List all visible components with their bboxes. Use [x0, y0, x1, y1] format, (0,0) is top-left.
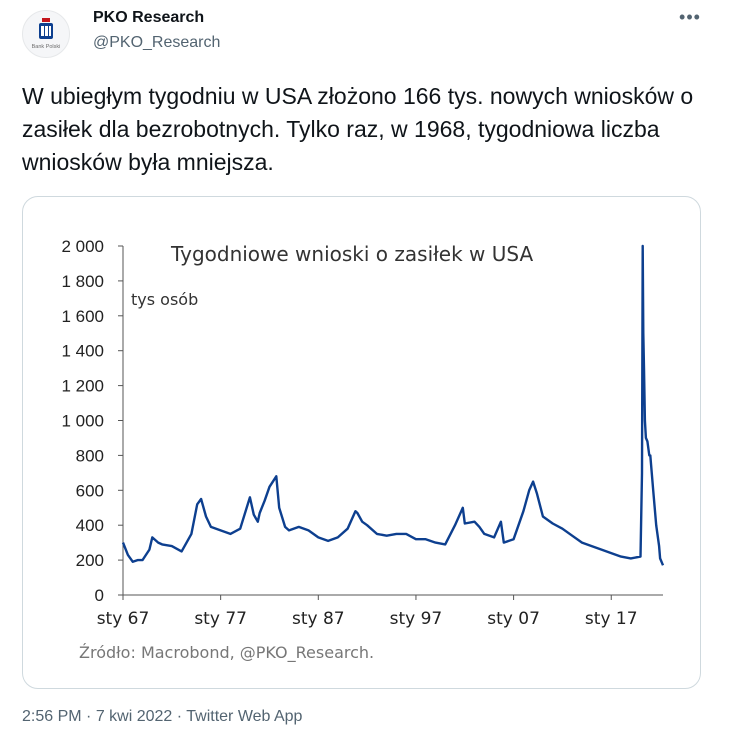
avatar-text: Bank Polski: [32, 44, 61, 50]
y-tick-label: 1 200: [61, 377, 104, 396]
tweet-text: W ubiegłym tygodniu w USA złożono 166 ty…: [22, 83, 694, 175]
y-tick-label: 2 000: [61, 237, 104, 256]
pko-bank-polski-logo: Bank Polski: [32, 18, 61, 50]
y-tick-label: 400: [76, 516, 104, 535]
x-tick-label: sty 67: [97, 609, 150, 629]
chart-unit-label: tys osób: [131, 290, 198, 309]
series-line: [121, 244, 665, 566]
y-tick-label: 1 800: [61, 272, 104, 291]
tweet-footer: 2:56 PM · 7 kwi 2022 · Twitter Web App: [22, 708, 303, 725]
tweet-date[interactable]: 7 kwi 2022: [95, 708, 173, 725]
tweet-time[interactable]: 2:56 PM: [22, 708, 82, 725]
line-chart: 0 200 400 600 800 1 000 1 200 1 400 1 600 1 800 2 …: [61, 237, 665, 663]
x-axis-ticks: sty 67 sty 77 sty 87 sty 97 sty 07 sty 17: [97, 595, 638, 629]
tweet-media-image[interactable]: 0 200 400 600 800 1 000 1 200 1 400 1 600 1 800 2 …: [22, 196, 701, 689]
avatar[interactable]: Bank Polski: [22, 10, 70, 58]
y-tick-label: 1 000: [61, 412, 104, 431]
x-tick-label: sty 07: [487, 609, 540, 629]
author-name[interactable]: PKO Research: [93, 9, 205, 26]
x-tick-label: sty 97: [390, 609, 443, 629]
chart-source: Źródło: Macrobond, @PKO_Research.: [79, 643, 374, 663]
y-axis-ticks: 0 200 400 600 800 1 000 1 200 1 400 1 600 1 800 2 …: [61, 237, 123, 605]
chart-title: Tygodniowe wnioski o zasiłek w USA: [170, 242, 533, 266]
y-tick-label: 200: [76, 551, 104, 570]
x-tick-label: sty 77: [194, 609, 247, 629]
author-handle[interactable]: @PKO_Research: [93, 34, 221, 51]
y-tick-label: 600: [76, 481, 104, 500]
y-tick-label: 800: [76, 446, 104, 465]
more-horizontal-icon: •••: [679, 7, 701, 27]
y-tick-label: 0: [95, 586, 104, 605]
x-tick-label: sty 87: [292, 609, 345, 629]
tweet-app[interactable]: Twitter Web App: [186, 708, 303, 725]
more-button[interactable]: •••: [674, 6, 706, 32]
x-tick-label: sty 17: [585, 609, 638, 629]
y-tick-label: 1 400: [61, 342, 104, 361]
y-tick-label: 1 600: [61, 307, 104, 326]
